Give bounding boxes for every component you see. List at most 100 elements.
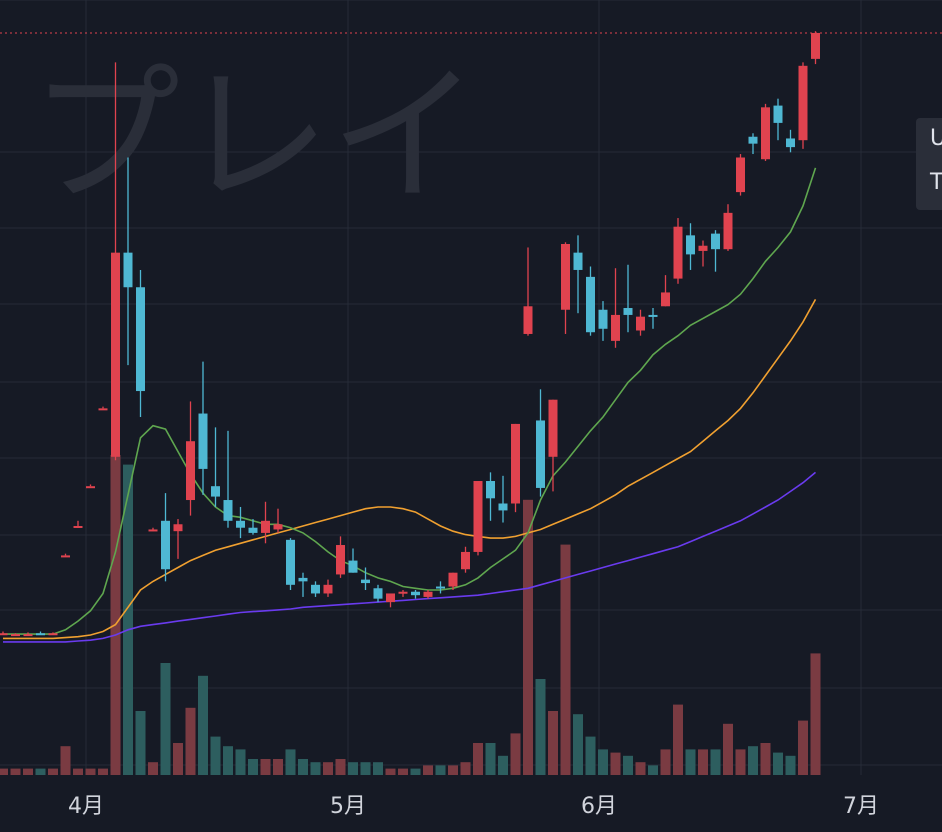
candle (311, 581, 320, 597)
volume-bar (110, 455, 121, 775)
volume-bar (348, 762, 358, 775)
candle-body (511, 423, 520, 504)
volume-bar (473, 743, 483, 775)
volume-bar (10, 768, 21, 775)
candle-body (748, 136, 758, 144)
volume-bar (148, 762, 158, 775)
candle-body (173, 524, 183, 532)
volume-bars (0, 455, 821, 775)
volume-bar (510, 733, 521, 775)
ma-short-line (3, 167, 817, 635)
volume-bar (623, 755, 633, 775)
tooltip-line-1: U (930, 126, 942, 151)
volume-bar (535, 679, 546, 775)
volume-bar (660, 749, 671, 775)
candle (561, 242, 570, 334)
candle (111, 62, 120, 461)
candle-body (411, 591, 420, 596)
x-axis-label: 5月 (330, 794, 366, 819)
volume-bar (523, 499, 533, 775)
candle-body (73, 525, 83, 528)
candle-body (373, 588, 383, 599)
candle (123, 157, 133, 366)
volume-bar (273, 759, 283, 775)
volume-bar (235, 749, 246, 775)
candle-body (473, 481, 483, 552)
volume-bar (410, 768, 421, 775)
candle (811, 31, 820, 65)
candle-body (111, 252, 120, 457)
candle (23, 632, 33, 637)
candle-body (0, 633, 8, 636)
volume-bar (760, 743, 771, 775)
candle (498, 475, 508, 523)
candle (98, 406, 108, 411)
candle (223, 430, 233, 528)
candle-body (536, 420, 545, 488)
candle-body (61, 555, 70, 558)
volume-bar (498, 755, 508, 775)
candle-body (336, 545, 345, 575)
candle (773, 98, 783, 141)
candle-body (786, 138, 795, 148)
candle-body (123, 252, 133, 288)
volume-bar (198, 675, 208, 775)
watermark: プレイ (30, 50, 480, 224)
volume-bar (573, 714, 583, 775)
candle (673, 218, 683, 284)
candle-body (711, 233, 720, 250)
candle (73, 520, 83, 528)
volume-bar (460, 762, 471, 775)
volume-bar (485, 743, 496, 775)
candle-body (386, 593, 395, 603)
candle (336, 536, 345, 578)
candle-body (523, 306, 533, 334)
candle (436, 581, 445, 594)
candle-body (11, 634, 20, 637)
candle (661, 275, 670, 307)
candle-body (186, 441, 195, 501)
candle-body (298, 577, 308, 582)
volume-bar (723, 723, 733, 775)
candle (248, 519, 258, 535)
candle-body (773, 105, 783, 123)
candle (798, 62, 808, 149)
volume-bar (560, 544, 571, 775)
ma-mid-line (3, 299, 817, 640)
moving-averages (3, 167, 817, 643)
volume-bar (60, 746, 71, 775)
volume-bar (285, 749, 296, 775)
candle (36, 631, 45, 636)
candle (161, 493, 170, 582)
candle (598, 301, 608, 341)
candle-body (23, 634, 33, 637)
candle (373, 584, 383, 603)
candle-body (798, 65, 808, 141)
candle (586, 266, 595, 336)
volume-bar (398, 768, 408, 775)
volume-bar (48, 768, 58, 775)
volume-bar (35, 768, 46, 775)
volume-bar (98, 768, 108, 775)
candle-body (86, 486, 95, 489)
volume-bar (435, 765, 446, 775)
candle (398, 590, 408, 597)
volume-bar (135, 711, 146, 775)
candle-body (223, 500, 233, 521)
candle (548, 399, 558, 492)
volume-bar (23, 768, 33, 775)
candle (386, 593, 395, 608)
candle-body (486, 481, 495, 499)
volume-bar (310, 762, 321, 775)
volume-bar (648, 765, 658, 775)
candle-body (548, 399, 558, 457)
candle (461, 546, 470, 573)
candles (0, 31, 820, 637)
volume-bar (598, 749, 608, 775)
candle (261, 501, 270, 544)
candle (136, 269, 145, 417)
candle-body (736, 157, 745, 193)
candle (236, 506, 245, 539)
ma-long-line (3, 471, 817, 643)
